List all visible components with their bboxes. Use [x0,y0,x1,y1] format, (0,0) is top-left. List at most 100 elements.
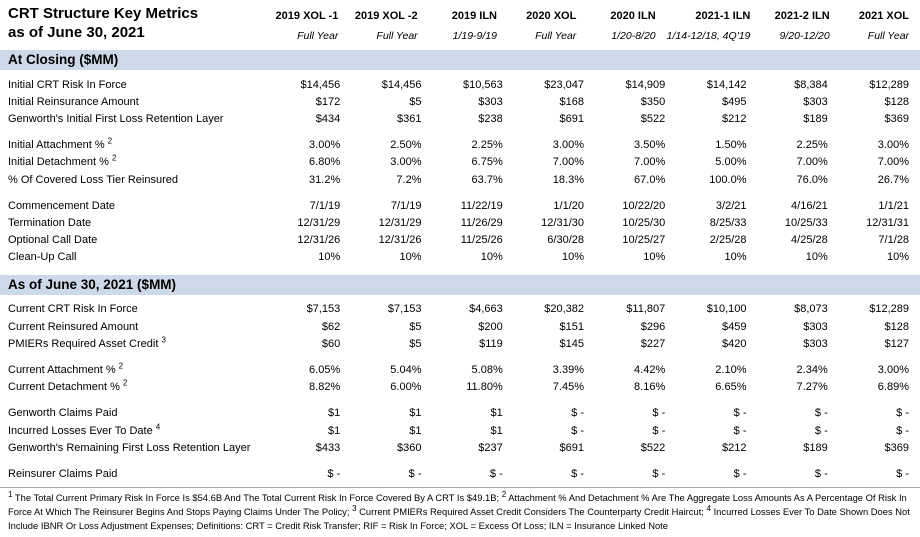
row-label: Genworth Claims Paid [8,407,118,420]
cell-value: 12/31/29 [378,216,422,229]
row-group: Initial CRT Risk In Force $14,456 $14,456 $… [0,76,920,128]
cell-value: 6.89% [877,381,909,394]
cell-value: $ - [652,424,666,437]
row-label: Initial CRT Risk In Force [8,78,127,91]
footnote-marker: 3 [161,335,166,345]
cell-value: $369 [884,112,909,125]
cell-value: $128 [884,95,909,108]
cell-value: $ - [814,407,828,420]
cell-value: $212 [722,112,747,125]
column-period: Full Year [535,30,577,42]
cell-value: 7/1/19 [309,199,341,212]
table-row: Current Detachment % 2 8.82% 6.00% 11.80% 7.… [0,379,920,396]
section-header: At Closing ($MM) [0,50,920,70]
cell-value: 6.80% [309,156,341,169]
cell-value: 7.2% [396,173,422,186]
cell-value: 10% [724,251,747,264]
cell-value: $7,153 [306,303,341,316]
row-label: Initial Attachment % 2 [8,136,113,152]
cell-value: 26.7% [877,173,909,186]
row-label: PMIERs Required Asset Credit 3 [8,335,166,350]
cell-value: $303 [803,320,828,333]
row-label: Current Reinsured Amount [8,320,139,333]
cell-value: $ - [408,467,422,480]
cell-value: $1 [490,407,503,420]
table-row: Genworth's Remaining First Loss Retentio… [0,439,920,456]
cell-value: $303 [803,337,828,350]
page-title: CRT Structure Key Metrics as of June 30,… [0,4,270,42]
cell-value: $189 [803,112,828,125]
cell-value: 7.45% [552,381,584,394]
cell-value: 10% [480,251,503,264]
footnote-marker: 4 [155,421,161,431]
cell-value: 5.08% [471,364,503,377]
cell-value: 10/22/20 [622,199,666,212]
cell-value: $296 [640,320,666,333]
column-period: Full Year [376,30,418,42]
cell-value: $227 [640,337,666,350]
cell-value: $238 [478,112,503,125]
table-row: Commencement Date 7/1/19 7/1/19 11/22/19 1/1… [0,197,920,214]
cell-value: $ - [733,424,747,437]
cell-value: $ - [896,424,909,437]
cell-value: 10% [561,251,584,264]
cell-value: 12/31/30 [541,216,584,229]
page-title-line2: as of June 30, 2021 [8,24,145,41]
cell-value: 76.0% [796,173,828,186]
row-group: Current Attachment % 2 6.05% 5.04% 5.08% 3.3… [0,361,920,395]
cell-value: 8/25/33 [709,216,747,229]
row-label: Initial Reinsurance Amount [8,95,139,108]
cell-value: $12,289 [869,78,909,91]
cell-value: 3.00% [877,364,909,377]
column-period: 1/20-8/20 [611,30,656,42]
cell-value: $ - [896,467,909,480]
cell-value: $151 [559,320,584,333]
cell-value: 11/26/29 [460,216,503,229]
cell-value: $ - [652,467,666,480]
column-header: 2020 XOL Full Year [508,4,587,42]
cell-value: $1 [328,424,341,437]
table-row: Current Reinsured Amount $62 $5 $200 $151 $29… [0,318,920,335]
cell-value: $128 [884,320,909,333]
column-name: 2019 XOL -1 [275,10,339,22]
table-row: Optional Call Date 12/31/26 12/31/26 11/25/… [0,232,920,249]
cell-value: 3.00% [309,139,341,152]
row-group: Current CRT Risk In Force $7,153 $7,153 $4,… [0,301,920,353]
cell-value: 3.50% [634,139,666,152]
footnotes: 1 The Total Current Primary Risk In Forc… [0,486,920,533]
table-body: At Closing ($MM) Initial CRT Risk In Forc… [0,50,920,483]
cell-value: 12/31/29 [297,216,341,229]
cell-value: $369 [884,441,909,454]
column-header: 2020 ILN 1/20-8/20 [587,4,666,42]
cell-value: $ - [571,467,584,480]
row-group: Reinsurer Claims Paid $ - $ - $ - $ - $ - $ - $… [0,465,920,482]
column-period: 9/20-12/20 [779,30,830,42]
row-group: Initial Attachment % 2 3.00% 2.50% 2.25% 3.0… [0,137,920,189]
row-label: Reinsurer Claims Paid [8,467,118,480]
cell-value: $189 [803,441,828,454]
column-header: 2021-2 ILN 9/20-12/20 [761,4,840,42]
cell-value: $14,456 [381,78,422,91]
cell-value: $10,100 [706,303,747,316]
table-row: Genworth Claims Paid $1 $1 $1 $ - $ - $ - $ - $ … [0,405,920,422]
table-row: Initial Attachment % 2 3.00% 2.50% 2.25% 3.0… [0,137,920,154]
footnote-marker: 2 [122,378,128,388]
cell-value: $4,663 [469,303,503,316]
cell-value: $145 [559,337,584,350]
cell-value: $1 [409,407,422,420]
cell-value: 3.00% [390,156,422,169]
column-name: 2021 XOL [858,10,910,22]
cell-value: 18.3% [552,173,584,186]
row-group: Genworth Claims Paid $1 $1 $1 $ - $ - $ - $ - $ … [0,405,920,457]
row-label: Termination Date [8,216,92,229]
cell-value: 10/25/30 [622,216,666,229]
cell-value: 1.50% [715,139,747,152]
cell-value: $62 [321,320,341,333]
cell-value: $420 [722,337,747,350]
cell-value: 12/31/31 [866,216,909,229]
cell-value: 10/25/33 [784,216,828,229]
cell-value: 3.00% [877,139,909,152]
cell-value: $691 [559,441,584,454]
column-name: 2021-2 ILN [774,10,830,22]
